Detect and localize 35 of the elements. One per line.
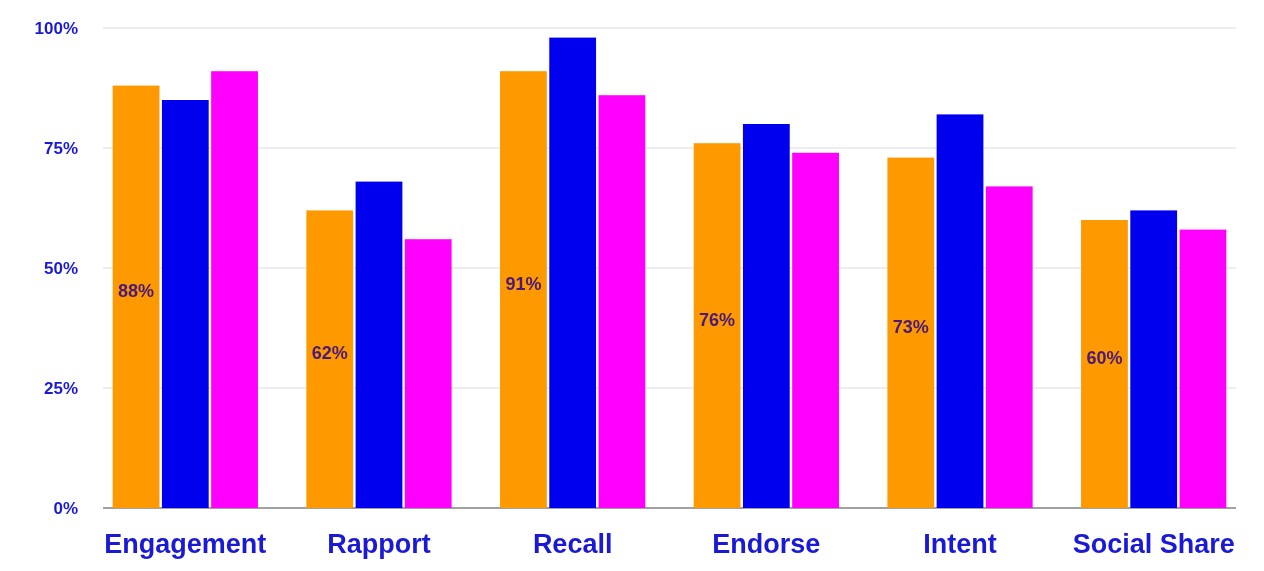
bar xyxy=(742,124,790,508)
bar xyxy=(598,95,646,508)
data-label: 88% xyxy=(118,280,155,301)
y-tick-label: 75% xyxy=(43,138,78,158)
x-tick-label: Intent xyxy=(923,529,997,559)
bar xyxy=(500,71,547,508)
bar xyxy=(161,100,209,508)
bar xyxy=(693,143,741,508)
data-label: 62% xyxy=(311,343,348,364)
bar xyxy=(887,157,935,508)
bar xyxy=(404,239,452,508)
x-tick-label: Social Share xyxy=(1072,529,1235,559)
x-tick-label: Rapport xyxy=(327,529,431,559)
bar xyxy=(792,152,839,508)
y-tick-label: 100% xyxy=(34,18,78,38)
bar xyxy=(306,210,354,508)
x-tick-label: Endorse xyxy=(712,529,821,559)
bar xyxy=(355,181,403,508)
data-label: 73% xyxy=(892,316,929,337)
bar xyxy=(211,71,258,508)
x-tick-label: Engagement xyxy=(104,529,267,559)
y-tick-label: 50% xyxy=(43,258,78,278)
data-label: 91% xyxy=(505,273,542,294)
bar xyxy=(1130,210,1178,508)
bar xyxy=(112,85,160,508)
x-tick-label: Recall xyxy=(532,529,613,559)
bar xyxy=(549,37,597,508)
data-label: 60% xyxy=(1086,348,1123,368)
bar xyxy=(985,186,1033,508)
data-label: 76% xyxy=(699,309,736,330)
y-tick-label: 25% xyxy=(43,378,78,398)
y-tick-label: 0% xyxy=(53,498,78,518)
bar xyxy=(1179,229,1227,508)
bar xyxy=(1081,220,1128,508)
bar xyxy=(936,114,984,508)
